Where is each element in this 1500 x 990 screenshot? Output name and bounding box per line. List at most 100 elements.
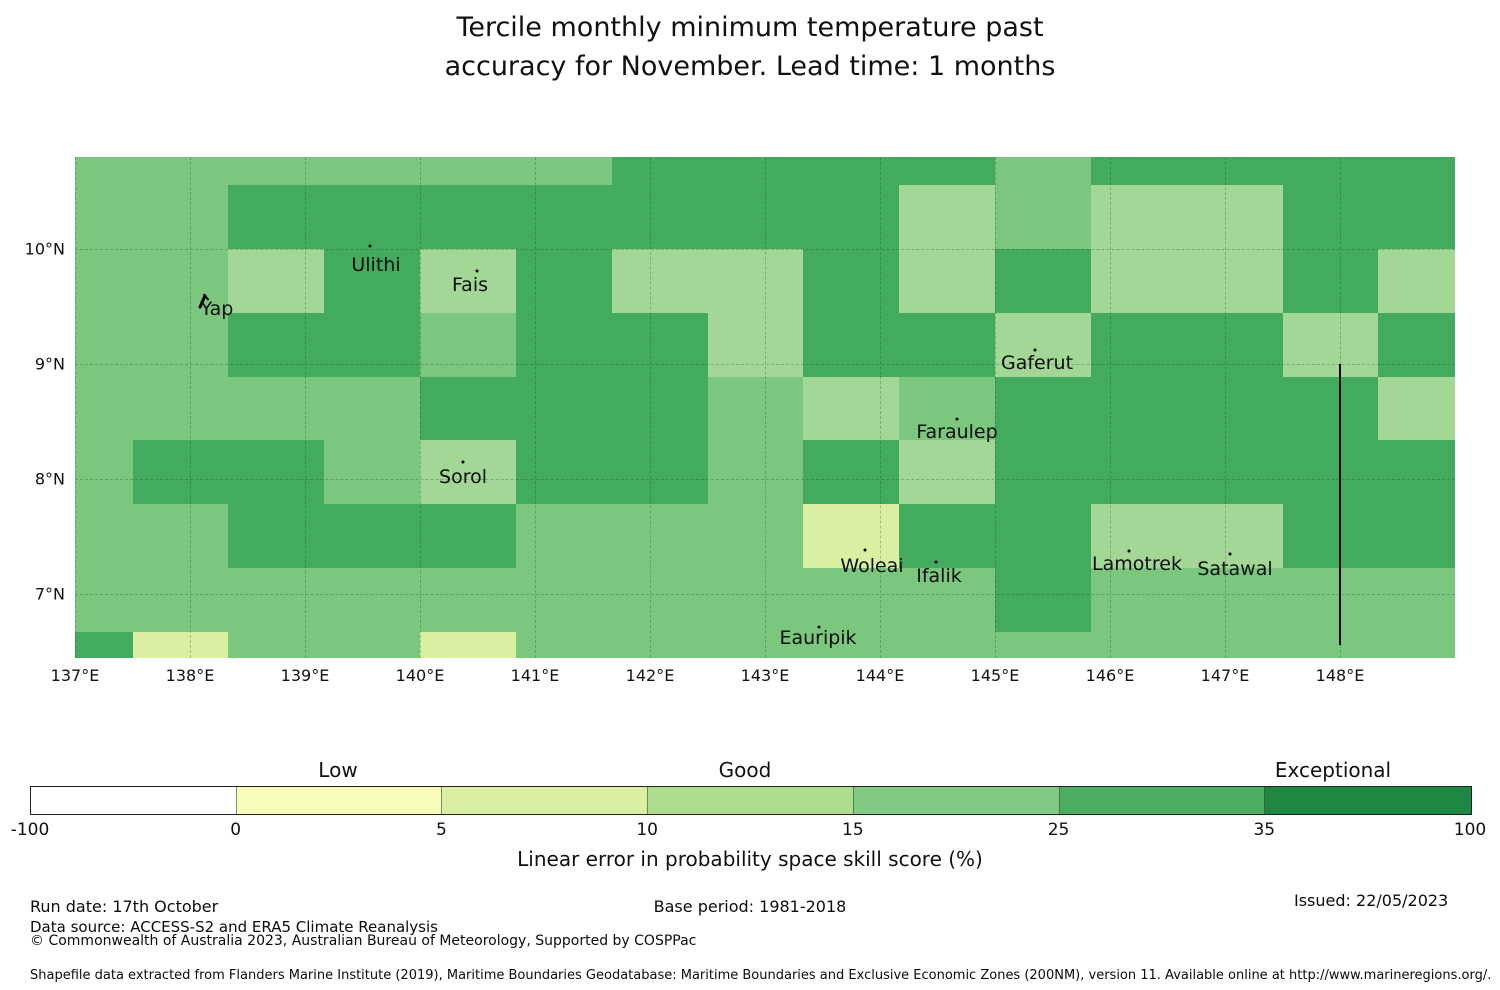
heatmap-cell xyxy=(1378,440,1455,505)
heatmap-cell xyxy=(707,185,805,250)
heatmap-cell xyxy=(899,185,996,250)
y-axis-tick-label: 9°N xyxy=(34,354,65,374)
heatmap-cell xyxy=(1186,185,1284,250)
x-axis-tick-label: 137°E xyxy=(50,666,100,685)
heatmap-cell xyxy=(420,248,517,314)
heatmap-cell xyxy=(132,631,230,658)
heatmap-cell xyxy=(707,312,805,378)
heatmap-cell xyxy=(995,504,1092,569)
colorbar-tick-label: 100 xyxy=(1453,820,1487,840)
heatmap-cell xyxy=(1282,376,1380,442)
heatmap-cell xyxy=(1186,312,1284,378)
island-marker-dot xyxy=(955,417,959,421)
heatmap-cell xyxy=(515,568,613,633)
map-canvas: Yap Ulithi Fais Gaferut Faraulep Sorol Woleai I… xyxy=(75,157,1455,658)
heatmap-cell xyxy=(803,376,900,442)
island-label: Fais xyxy=(451,274,489,296)
heatmap-cell xyxy=(324,312,421,378)
heatmap-cell xyxy=(420,157,517,186)
heatmap-cell xyxy=(132,568,230,633)
heatmap-cell xyxy=(707,440,805,505)
heatmap-cell xyxy=(899,312,996,378)
heatmap-cell xyxy=(228,248,325,314)
heatmap-cell xyxy=(515,504,613,569)
colorbar-tick-label: 15 xyxy=(842,820,864,840)
heatmap-cell xyxy=(324,376,421,442)
island-marker-dot xyxy=(1127,549,1131,553)
heatmap-cell xyxy=(803,440,900,505)
heatmap-cell xyxy=(803,568,900,633)
heatmap-cell xyxy=(1090,185,1188,250)
footer-run-date: Run date: 17th October xyxy=(30,897,219,916)
heatmap-cell xyxy=(228,185,325,250)
longitude-gridline xyxy=(305,157,306,658)
heatmap-cell xyxy=(611,312,709,378)
chart-title-line2: accuracy for November. Lead time: 1 mont… xyxy=(444,51,1056,82)
heatmap-cell xyxy=(1090,568,1188,633)
y-axis-tick-label: 8°N xyxy=(34,469,65,489)
heatmap-cell xyxy=(515,185,613,250)
island-marker-dot xyxy=(863,548,867,552)
latitude-gridline xyxy=(75,478,1455,480)
heatmap-cell xyxy=(1378,376,1455,442)
heatmap-cell xyxy=(1282,157,1380,186)
heatmap-cell xyxy=(420,376,517,442)
chart-title: Tercile monthly minimum temperature past… xyxy=(0,8,1500,86)
heatmap-cell xyxy=(420,631,517,658)
footer-copyright: © Commonwealth of Australia 2023, Austra… xyxy=(30,933,697,949)
footer-shapefile-note: Shapefile data extracted from Flanders M… xyxy=(30,968,1492,983)
island-label: Satawal xyxy=(1197,558,1273,580)
footer-base-period: Base period: 1981-2018 xyxy=(653,897,847,916)
colorbar-tick-label: 5 xyxy=(436,820,447,840)
heatmap-cell xyxy=(995,568,1092,633)
heatmap-cell xyxy=(803,631,900,658)
heatmap-cell xyxy=(75,376,134,442)
heatmap-cell xyxy=(324,568,421,633)
heatmap-cell xyxy=(707,504,805,569)
heatmap-cell xyxy=(324,631,421,658)
heatmap-cell xyxy=(515,157,613,186)
footer-issued-date: Issued: 22/05/2023 xyxy=(1294,891,1449,910)
y-axis-tick-label: 7°N xyxy=(34,584,65,604)
heatmap-cell xyxy=(420,185,517,250)
island-label: Ifalik xyxy=(916,565,962,587)
heatmap-cell xyxy=(611,631,709,658)
island-label: Eauripik xyxy=(779,627,857,649)
heatmap-cell xyxy=(420,504,517,569)
x-axis-tick-label: 146°E xyxy=(1085,666,1135,685)
colorbar xyxy=(30,786,1472,815)
colorbar-tick-label: 25 xyxy=(1047,820,1070,840)
heatmap-cell xyxy=(1282,631,1380,658)
heatmap-cell xyxy=(803,185,900,250)
heatmap-cell xyxy=(1186,440,1284,505)
island-marker-dot xyxy=(934,560,938,564)
heatmap-cell xyxy=(611,568,709,633)
heatmap-cell xyxy=(1282,248,1380,314)
heatmap-cell xyxy=(132,376,230,442)
heatmap-cell xyxy=(1378,568,1455,633)
heatmap-cell xyxy=(1090,312,1188,378)
x-axis-tick-label: 142°E xyxy=(625,666,675,685)
heatmap-cell xyxy=(75,504,134,569)
heatmap-cell xyxy=(228,631,325,658)
heatmap-cell xyxy=(1186,631,1284,658)
heatmap-cell xyxy=(1090,631,1188,658)
heatmap-cell xyxy=(611,504,709,569)
heatmap-cell xyxy=(707,376,805,442)
colorbar-segment xyxy=(442,787,649,814)
heatmap-cell xyxy=(228,376,325,442)
heatmap-cell xyxy=(228,157,325,186)
island-label: Woleai xyxy=(840,555,904,577)
heatmap-cell xyxy=(1090,376,1188,442)
heatmap-cell xyxy=(1282,440,1380,505)
heatmap-cell xyxy=(995,248,1092,314)
colorbar-segment xyxy=(648,787,854,814)
heatmap-cell xyxy=(515,312,613,378)
heatmap-cell xyxy=(1378,504,1455,569)
heatmap-cell xyxy=(1282,504,1380,569)
island-marker-dot xyxy=(817,625,821,629)
y-axis-tick-label: 10°N xyxy=(24,239,65,259)
heatmap-cell xyxy=(995,631,1092,658)
heatmap-cell xyxy=(132,312,230,378)
x-axis-tick-label: 148°E xyxy=(1315,666,1365,685)
